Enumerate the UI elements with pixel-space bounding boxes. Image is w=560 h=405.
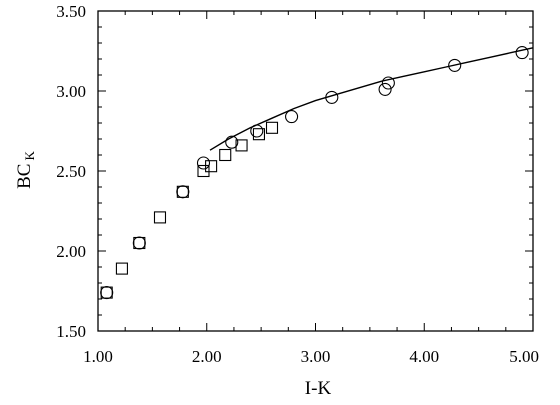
square-point — [219, 148, 232, 162]
circle-point — [448, 58, 462, 72]
y-tick-label: 2.00 — [56, 242, 86, 261]
y-tick-labels: 1.50 2.00 2.50 3.00 3.50 — [56, 2, 86, 341]
x-tick-label: 1.00 — [83, 347, 113, 366]
circle-point — [378, 82, 392, 96]
square-point — [100, 286, 113, 299]
y-tick-label: 3.00 — [56, 82, 86, 101]
square-point — [265, 121, 279, 134]
circle-point — [100, 286, 114, 300]
model-curve — [209, 47, 534, 151]
plot-frame — [97, 10, 534, 332]
y-tick-label: 2.50 — [56, 162, 86, 181]
x-axis-label: I-K — [305, 378, 332, 399]
circle-point — [381, 76, 395, 90]
circle-point — [176, 185, 190, 199]
y-axis-label: BC K — [14, 151, 37, 189]
square-point — [197, 164, 210, 178]
square-point — [153, 211, 167, 224]
plot-area-border — [97, 10, 534, 332]
axis-ticks — [97, 10, 534, 332]
x-tick-label: 2.00 — [192, 347, 222, 366]
square-point — [205, 160, 218, 173]
circle-point — [225, 135, 239, 149]
series-circle — [100, 46, 529, 300]
series-square — [100, 121, 279, 299]
y-axis-label-subscript: K — [22, 151, 37, 161]
square-point — [115, 262, 128, 275]
square-point — [133, 236, 146, 250]
y-tick-label: 3.50 — [56, 2, 86, 21]
data-series — [100, 46, 534, 300]
circle-point — [285, 110, 299, 124]
x-tick-label: 4.00 — [409, 347, 439, 366]
circle-point — [515, 46, 529, 60]
square-point — [252, 128, 265, 141]
x-tick-labels: 1.00 2.00 3.00 4.00 5.00 — [83, 347, 539, 366]
x-tick-label: 5.00 — [509, 347, 539, 366]
y-axis-label-main: BC — [14, 164, 35, 189]
y-tick-label: 1.50 — [56, 322, 86, 341]
square-point — [235, 139, 248, 152]
series-line — [209, 47, 534, 151]
circle-point — [132, 236, 146, 250]
circle-point — [196, 156, 211, 170]
x-tick-label: 3.00 — [301, 347, 331, 366]
square-point — [176, 185, 189, 198]
